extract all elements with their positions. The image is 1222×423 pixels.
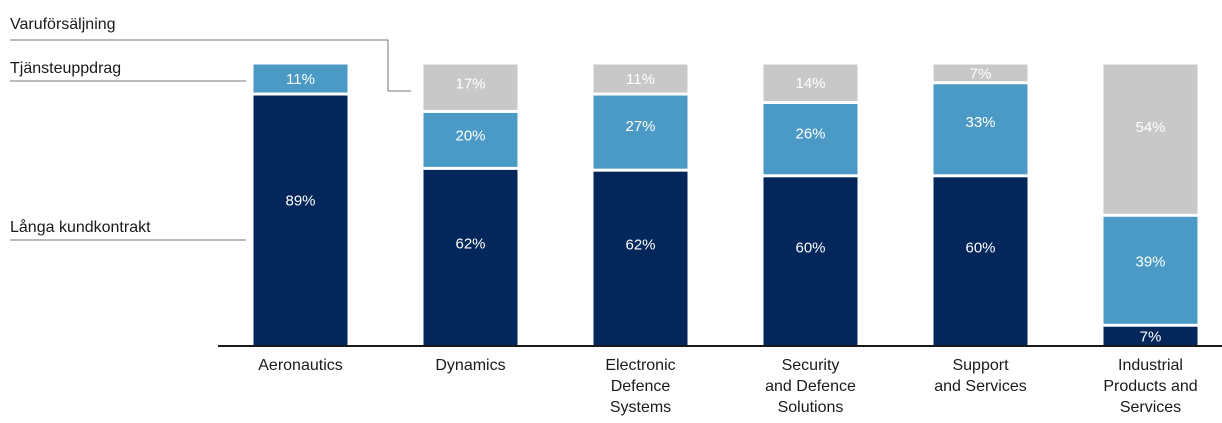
category-label: Aeronautics (258, 357, 343, 374)
legend-label: Varuförsäljning (10, 16, 116, 33)
category-label: Electronic (605, 357, 675, 374)
category-label: Products and (1103, 378, 1197, 395)
bar-segment-5-2 (933, 84, 1028, 175)
bar-segment-5-1 (933, 177, 1028, 345)
category-label: and Defence (765, 378, 856, 395)
bar-segment-6-3 (1103, 64, 1198, 214)
legend-label: Långa kundkontrakt (10, 218, 151, 236)
category-label: Dynamics (435, 357, 505, 374)
bar-value-label: 7% (1140, 328, 1162, 345)
bar-value-label: 14% (795, 75, 825, 92)
bar-segment-1-1 (253, 95, 348, 346)
bar-value-label: 62% (455, 235, 485, 252)
category-label: Services (1120, 399, 1181, 416)
bar-segment-5-3 (933, 64, 1028, 82)
category-labels: Aeronautics Dynamics Electronic Defence Syst… (258, 357, 1197, 416)
bar-value-label: 26% (795, 126, 825, 143)
bar-value-label: 11% (286, 71, 315, 88)
category-label: Solutions (778, 399, 844, 416)
bar-value-label: 60% (795, 240, 825, 257)
bar-segment-3-3 (593, 64, 688, 93)
bar-value-label: 11% (626, 71, 655, 88)
bar-value-label: 60% (965, 240, 995, 257)
bar-value-label: 27% (625, 118, 655, 135)
bar-value-label: 7% (970, 65, 992, 82)
category-label: Defence (611, 378, 671, 395)
category-label: and Services (934, 378, 1027, 395)
bar-segment-6-2 (1103, 216, 1198, 324)
bar-value-label: 62% (625, 236, 655, 253)
category-label: Industrial (1118, 357, 1183, 374)
bars-group: 89% 11% 62% 20% 17% 62% 27% 11% 60% 26% 14% 60% 33% 7… (253, 64, 1198, 346)
bar-value-label: 89% (285, 192, 315, 209)
bar-segment-3-1 (593, 171, 688, 345)
bar-segment-3-2 (593, 95, 688, 169)
bar-value-label: 33% (965, 114, 995, 131)
legend: Varuförsäljning Tjänsteuppdrag Långa kundk… (10, 16, 411, 241)
bar-value-label: 20% (455, 128, 485, 145)
legend-label: Tjänsteuppdrag (10, 60, 121, 77)
bar-value-label: 17% (455, 76, 485, 93)
bar-segment-4-1 (763, 177, 858, 345)
bar-segment-2-2 (423, 112, 518, 167)
bar-value-label: 39% (1135, 254, 1165, 271)
bar-segment-6-1 (1103, 326, 1198, 345)
category-label: Support (952, 357, 1009, 374)
legend-leader-line (10, 39, 411, 92)
bar-segment-4-3 (763, 64, 858, 101)
bar-segment-4-2 (763, 103, 858, 175)
bar-segment-2-3 (423, 64, 518, 110)
bar-segment-1-2 (253, 64, 348, 93)
bar-value-label: 54% (1135, 119, 1165, 136)
bar-segment-2-1 (423, 169, 518, 345)
category-label: Systems (610, 399, 671, 416)
category-label: Security (782, 357, 840, 374)
